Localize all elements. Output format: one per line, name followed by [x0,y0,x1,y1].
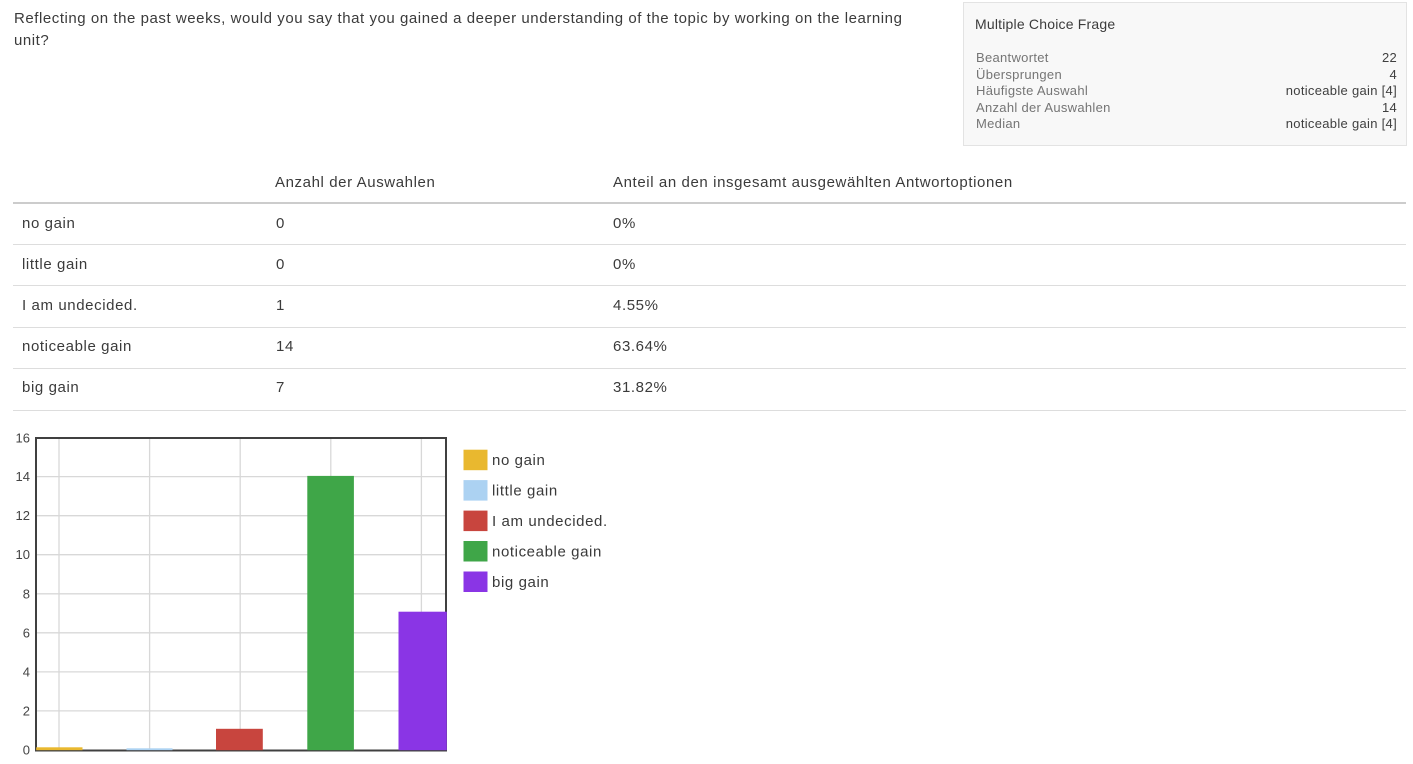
svg-text:12: 12 [16,508,30,523]
svg-text:8: 8 [23,586,30,601]
svg-text:big gain: big gain [492,574,549,591]
svg-text:14: 14 [16,469,30,484]
svg-text:I am undecided.: I am undecided. [492,513,608,530]
svg-text:noticeable gain: noticeable gain [492,544,602,561]
svg-text:10: 10 [16,547,30,562]
svg-text:0: 0 [23,743,30,758]
svg-text:no gain: no gain [492,452,545,469]
svg-text:4: 4 [23,664,30,679]
svg-text:6: 6 [23,625,30,640]
svg-text:16: 16 [16,431,30,446]
svg-text:little gain: little gain [492,483,558,500]
svg-text:2: 2 [23,703,30,718]
